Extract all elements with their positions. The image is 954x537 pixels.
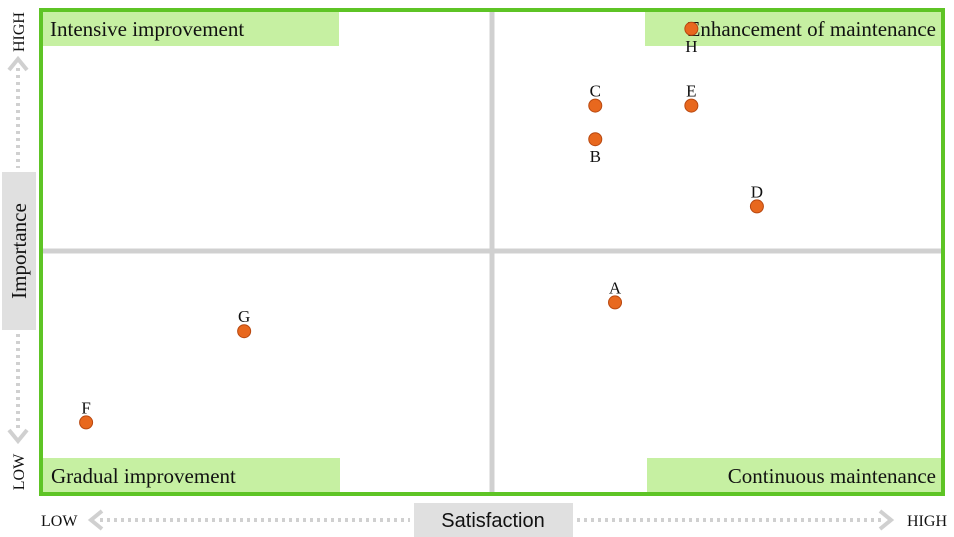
quadrant-label-top-left: Intensive improvement	[43, 12, 339, 46]
point-label-F: F	[81, 398, 90, 417]
point-G	[237, 324, 252, 339]
quadrant-label-bottom-right: Continuous maintenance	[647, 458, 941, 492]
point-B	[588, 132, 603, 147]
point-label-G: G	[238, 307, 250, 326]
quadrant-label-bottom-left-text: Gradual improvement	[51, 464, 236, 488]
point-F	[79, 415, 94, 430]
point-H	[684, 21, 699, 36]
y-up-arrow-icon	[7, 55, 29, 168]
y-axis-high-label: HIGH	[11, 12, 28, 52]
quadrant-label-top-left-text: Intensive improvement	[50, 17, 244, 41]
x-axis-high-label: HIGH	[907, 513, 947, 530]
x-right-arrow-icon	[577, 509, 895, 531]
y-axis-title: Importance	[7, 203, 31, 299]
y-down-arrow-icon	[7, 334, 29, 445]
quadrant-label-bottom-right-text: Continuous maintenance	[728, 464, 936, 488]
x-axis-low-label: LOW	[41, 513, 78, 530]
point-label-C: C	[590, 82, 601, 101]
y-axis-title-box	[2, 172, 36, 330]
point-label-D: D	[751, 182, 763, 201]
point-C	[588, 98, 603, 113]
y-axis-low-label: LOW	[11, 453, 28, 490]
point-A	[608, 295, 623, 310]
point-label-B: B	[590, 147, 601, 166]
point-label-A: A	[609, 278, 622, 297]
point-label-E: E	[686, 82, 696, 101]
x-axis-title: Satisfaction	[441, 510, 544, 532]
quadrant-label-bottom-left: Gradual improvement	[43, 458, 340, 492]
quadrant-label-top-right-text: Enhancement of maintenance	[688, 17, 936, 41]
x-left-arrow-icon	[87, 509, 410, 531]
x-axis-title-box	[414, 503, 573, 537]
points-layer: A B C D E F G H	[79, 21, 764, 430]
point-E	[684, 98, 699, 113]
point-D	[749, 199, 764, 214]
point-label-H: H	[685, 37, 697, 56]
